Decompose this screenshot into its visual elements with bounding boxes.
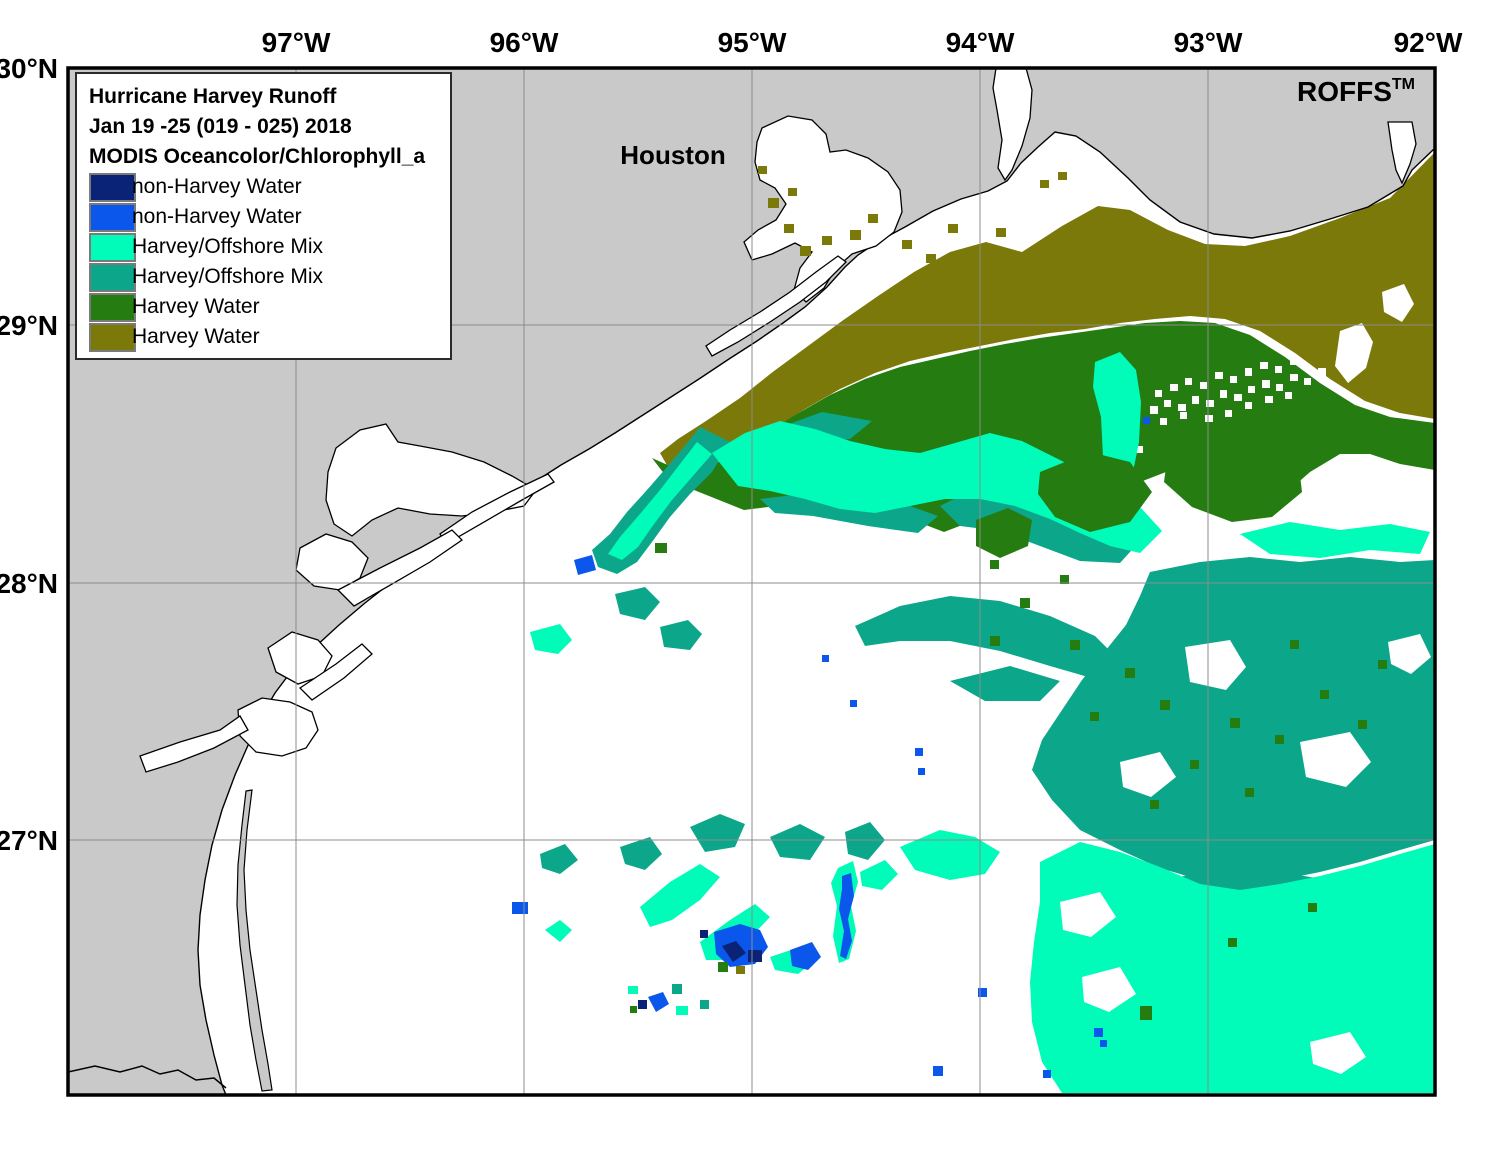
- blue-tendril-tip: [574, 555, 596, 575]
- cyan-main-field: [1030, 842, 1435, 1093]
- micro-specks: [630, 962, 745, 1013]
- legend-title-line3: MODIS Oceancolor/Chlorophyll_a: [89, 145, 426, 168]
- legend-title-line2: Jan 19 -25 (019 - 025) 2018: [89, 115, 352, 138]
- cyan-tendril-core: [608, 442, 712, 560]
- legend-label: Harvey Water: [132, 295, 260, 318]
- y-tick-30n: 30°N: [0, 53, 58, 84]
- legend-swatch-cyan: [89, 232, 136, 262]
- sabine-lake: [992, 68, 1033, 182]
- y-tick-29n: 29°N: [0, 310, 58, 341]
- blue-streak: [839, 873, 854, 959]
- legend-box: Hurricane Harvey Runoff Jan 19 -25 (019 …: [75, 72, 452, 360]
- city-label-houston: Houston: [620, 140, 725, 170]
- blue-cluster-3: [648, 992, 669, 1012]
- calcasieu-lake: [1387, 121, 1417, 185]
- brand-label-roffs: ROFFSTM: [1297, 76, 1415, 107]
- legend-swatch-green: [89, 292, 136, 322]
- olive-main-band: [660, 152, 1435, 471]
- aransas-lagoon: [298, 643, 373, 701]
- x-tick-94w: 94°W: [946, 27, 1015, 58]
- galveston-bay: [743, 115, 903, 303]
- rio-grande-border: [68, 1065, 227, 1089]
- x-tick-93w: 93°W: [1174, 27, 1243, 58]
- field-white-holes: [1060, 634, 1431, 1074]
- olive-white-holes: [1335, 284, 1414, 383]
- west-bay-sliver: [705, 255, 847, 357]
- espiritu-lagoon: [336, 529, 464, 607]
- legend-label: Harvey Water: [132, 325, 260, 348]
- y-axis-ticks: 30°N 29°N 28°N 27°N: [0, 53, 58, 856]
- legend-label: non-Harvey Water: [132, 205, 302, 228]
- barrier-island-padre: [236, 789, 273, 1092]
- legend-item-non-harvey-dark: non-Harvey Water: [89, 172, 440, 202]
- y-tick-28n: 28°N: [0, 568, 58, 599]
- x-tick-95w: 95°W: [718, 27, 787, 58]
- legend-label: Harvey/Offshore Mix: [132, 265, 323, 288]
- corpus-christi-bay: [237, 697, 319, 757]
- legend-item-harvey-olive: Harvey Water: [89, 322, 440, 352]
- legend-label: Harvey/Offshore Mix: [132, 235, 323, 258]
- legend-swatch-teal: [89, 262, 136, 292]
- legend-item-mix-teal: Harvey/Offshore Mix: [89, 262, 440, 292]
- legend-swatch-blue: [89, 202, 136, 232]
- brand-tm-superscript: TM: [1392, 76, 1415, 93]
- legend-label: non-Harvey Water: [132, 175, 302, 198]
- legend-title-line1: Hurricane Harvey Runoff: [89, 85, 337, 108]
- bays-group: [139, 68, 1417, 773]
- x-axis-ticks: 97°W 96°W 95°W 94°W 93°W 92°W: [262, 27, 1463, 58]
- green-overlay-specks: [655, 418, 1387, 1020]
- white-speckle-diagonal: [1096, 358, 1326, 467]
- x-tick-92w: 92°W: [1394, 27, 1463, 58]
- x-tick-96w: 96°W: [490, 27, 559, 58]
- blue-cluster-2: [790, 942, 821, 970]
- legend-swatch-navy: [89, 172, 136, 202]
- legend-item-mix-cyan: Harvey/Offshore Mix: [89, 232, 440, 262]
- legend-swatch-olive: [89, 322, 136, 352]
- legend-item-non-harvey-blue: non-Harvey Water: [89, 202, 440, 232]
- bay-olive-specks: [758, 166, 1067, 337]
- cyan-main-band: [712, 421, 1162, 553]
- x-tick-97w: 97°W: [262, 27, 331, 58]
- nueces-bay: [139, 715, 249, 773]
- map-frame: [66, 66, 1437, 1097]
- y-tick-27n: 27°N: [0, 825, 58, 856]
- legend-item-harvey-green: Harvey Water: [89, 292, 440, 322]
